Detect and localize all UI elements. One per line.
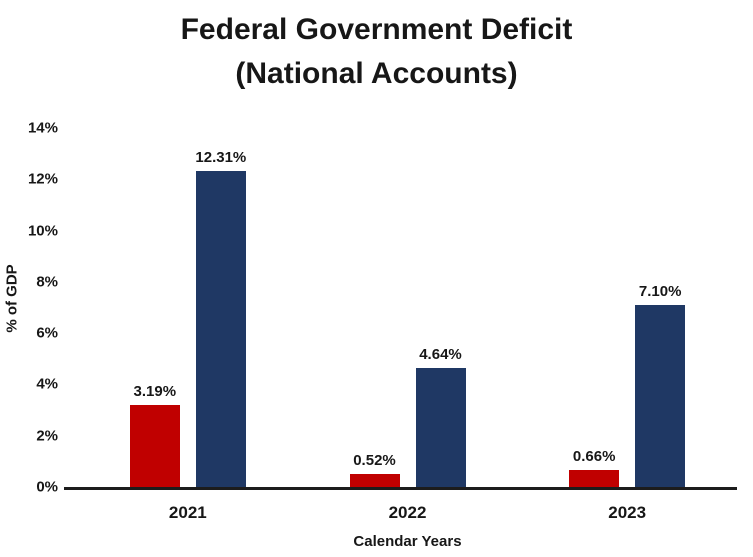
chart-title-line2: (National Accounts)	[235, 56, 518, 90]
x-axis-line-extension	[64, 487, 78, 490]
chart-title-line1: Federal Government Deficit	[180, 13, 573, 46]
x-category-label-2023: 2023	[608, 503, 647, 522]
bar-value-label: 0.66%	[572, 448, 616, 466]
bar-value-label: 7.10%	[638, 282, 682, 300]
y-tick-label: 8%	[36, 273, 58, 291]
deficit-navy-series-bar-2023	[635, 304, 686, 487]
deficit-red-series-bar-2023	[569, 470, 620, 487]
bar-value-label: 12.31%	[195, 149, 247, 167]
deficit-navy-series-bar-2021	[195, 171, 246, 487]
deficit-navy-series-bar-2022	[415, 368, 466, 487]
deficit-red-series-bar-2021	[129, 405, 180, 487]
plot-area: 3.19% 12.31% 2021 0.52% 4.64% 2022 0.66% 7.10% 2…	[78, 128, 737, 522]
y-tick-label: 10%	[27, 222, 58, 240]
bar-group-2022: 0.52% 4.64% 2022	[298, 128, 518, 522]
deficit-navy-series-wrap-2021: 12.31%	[195, 128, 247, 487]
y-tick-label: 12%	[27, 170, 58, 188]
x-category-label-2021: 2021	[168, 503, 207, 522]
x-axis-title: Calendar Years	[353, 533, 462, 550]
y-tick-label: 14%	[27, 119, 58, 137]
chart-title: Federal Government Deficit (National Acc…	[0, 8, 753, 95]
deficit-navy-series-wrap-2023: 7.10%	[635, 128, 686, 487]
x-category-label-2022: 2022	[388, 503, 427, 522]
y-tick-label: 4%	[36, 375, 58, 393]
bar-group-2021: 3.19% 12.31% 2021	[78, 128, 298, 522]
bar-group-2023: 0.66% 7.10% 2023	[517, 128, 737, 522]
y-axis-ticks: 0% 2% 4% 6% 8% 10% 12% 14%	[0, 120, 64, 496]
bar-value-label: 3.19%	[133, 383, 177, 401]
y-tick-label: 2%	[36, 427, 58, 445]
deficit-red-series-bar-2022	[349, 473, 400, 487]
bar-value-label: 0.52%	[353, 451, 396, 469]
deficit-red-series-wrap-2022: 0.52%	[349, 128, 400, 487]
deficit-navy-series-wrap-2022: 4.64%	[415, 128, 466, 487]
deficit-red-series-wrap-2021: 3.19%	[129, 128, 180, 487]
y-tick-label: 6%	[36, 324, 58, 342]
bar-value-label: 4.64%	[419, 346, 462, 364]
deficit-red-series-wrap-2023: 0.66%	[569, 128, 620, 487]
y-tick-label: 0%	[36, 478, 58, 496]
